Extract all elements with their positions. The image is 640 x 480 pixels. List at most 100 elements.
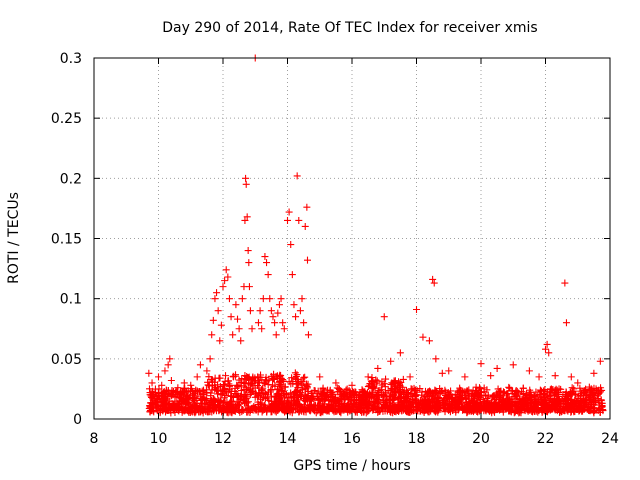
background-point xyxy=(254,398,262,406)
data-point xyxy=(590,369,598,377)
background-point xyxy=(314,387,322,395)
background-point xyxy=(243,372,251,380)
background-point xyxy=(329,406,337,414)
data-point xyxy=(225,295,233,303)
background-point xyxy=(567,396,575,404)
background-point xyxy=(282,390,290,398)
data-point xyxy=(429,275,437,283)
data-points xyxy=(145,54,607,417)
background-point xyxy=(588,391,596,399)
background-point xyxy=(207,389,215,397)
background-point xyxy=(168,386,176,394)
background-point xyxy=(568,400,576,408)
background-point xyxy=(221,385,229,393)
background-point xyxy=(500,405,508,413)
background-point xyxy=(299,395,307,403)
background-point xyxy=(574,392,582,400)
background-point xyxy=(285,378,293,386)
background-point xyxy=(431,389,439,397)
background-point xyxy=(371,398,379,406)
data-point xyxy=(487,372,495,380)
background-point xyxy=(503,401,511,409)
data-point xyxy=(300,319,308,327)
background-point xyxy=(566,395,574,403)
data-point xyxy=(167,376,175,384)
data-point xyxy=(166,355,174,363)
background-point xyxy=(339,390,347,398)
background-point xyxy=(224,406,232,414)
data-point xyxy=(235,325,243,333)
data-point xyxy=(303,203,311,211)
background-point xyxy=(519,384,527,392)
data-point xyxy=(525,367,533,375)
background-point xyxy=(488,399,496,407)
data-point xyxy=(242,174,250,182)
background-point xyxy=(242,394,250,402)
background-point xyxy=(346,388,354,396)
data-point xyxy=(425,337,433,345)
background-point xyxy=(420,397,428,405)
background-point xyxy=(542,397,550,405)
background-point xyxy=(222,372,230,380)
background-point xyxy=(190,408,198,416)
background-point xyxy=(195,387,203,395)
background-point xyxy=(532,388,540,396)
background-point xyxy=(401,394,409,402)
background-point xyxy=(395,389,403,397)
data-point xyxy=(241,216,249,224)
background-point xyxy=(390,378,398,386)
background-point xyxy=(325,407,333,415)
data-point xyxy=(234,315,242,323)
data-point xyxy=(396,349,404,357)
background-point xyxy=(288,374,296,382)
background-point xyxy=(463,400,471,408)
data-point xyxy=(164,361,172,369)
background-point xyxy=(274,406,282,414)
background-point xyxy=(445,390,453,398)
data-point xyxy=(535,373,543,381)
background-point xyxy=(395,407,403,415)
background-point xyxy=(576,384,584,392)
background-point xyxy=(278,395,286,403)
background-point xyxy=(494,385,502,393)
background-point xyxy=(351,390,359,398)
data-point xyxy=(227,313,235,321)
background-point xyxy=(459,403,467,411)
data-point xyxy=(445,367,453,375)
background-point xyxy=(259,406,267,414)
background-point xyxy=(251,393,259,401)
data-point xyxy=(596,357,604,365)
background-point xyxy=(356,392,364,400)
background-point xyxy=(267,404,275,412)
background-point xyxy=(275,379,283,387)
background-point xyxy=(267,372,275,380)
x-tick-label: 12 xyxy=(214,431,232,447)
background-point xyxy=(170,400,178,408)
background-point xyxy=(281,408,289,416)
background-point xyxy=(294,375,302,383)
data-point xyxy=(562,319,570,327)
background-point xyxy=(568,390,576,398)
background-point xyxy=(347,397,355,405)
background-point xyxy=(581,396,589,404)
background-point xyxy=(291,369,299,377)
x-tick-label: 24 xyxy=(601,431,619,447)
background-point xyxy=(231,390,239,398)
background-point xyxy=(210,403,218,411)
x-tick-label: 16 xyxy=(343,431,361,447)
data-point xyxy=(246,307,254,315)
background-point xyxy=(432,388,440,396)
background-point xyxy=(294,400,302,408)
data-point xyxy=(284,216,291,224)
background-point xyxy=(593,387,601,395)
background-point xyxy=(244,402,252,410)
background-point xyxy=(577,387,585,395)
background-point xyxy=(333,388,341,396)
background-point xyxy=(510,393,518,401)
background-point xyxy=(295,407,303,415)
data-point xyxy=(221,277,229,285)
background-point xyxy=(546,388,554,396)
background-point xyxy=(289,380,297,388)
data-point xyxy=(461,373,469,381)
